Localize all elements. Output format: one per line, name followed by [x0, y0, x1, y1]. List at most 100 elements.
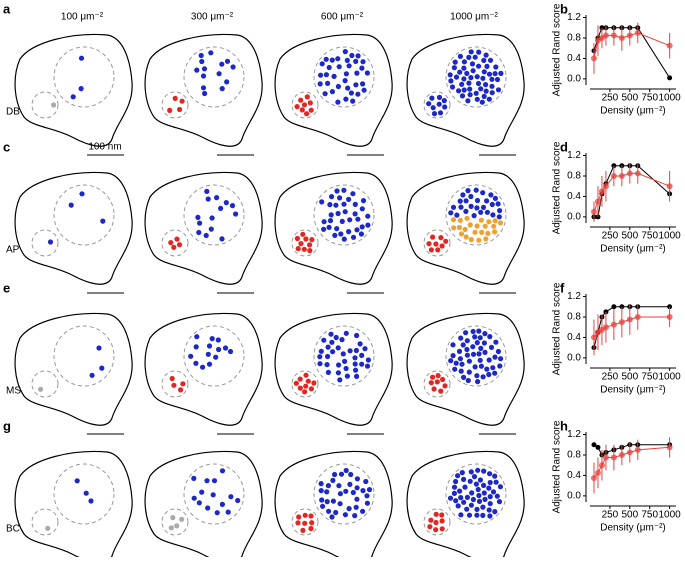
localization	[478, 345, 484, 351]
localization	[489, 83, 495, 89]
localization	[331, 73, 337, 79]
localization	[333, 202, 339, 208]
data-point	[590, 334, 597, 341]
localization	[205, 351, 211, 357]
row-label: DB	[6, 107, 20, 118]
localization	[344, 373, 350, 379]
localization	[473, 481, 479, 487]
localization	[487, 471, 493, 477]
localization	[487, 494, 493, 500]
localization	[309, 520, 315, 526]
localization	[435, 247, 441, 253]
localization	[439, 512, 445, 518]
localization	[468, 237, 474, 243]
localization	[465, 98, 471, 104]
localization	[354, 496, 360, 502]
localization	[325, 344, 331, 350]
localization	[497, 363, 503, 369]
localization	[303, 372, 309, 378]
column-header: 100 μm⁻²	[61, 12, 104, 23]
cluster-boundary	[291, 91, 319, 119]
localization	[336, 64, 342, 70]
localization	[323, 56, 329, 62]
localization	[482, 223, 488, 229]
y-tick-label: 0.4	[567, 53, 581, 64]
localization	[326, 224, 332, 230]
localization	[196, 500, 202, 506]
data-point	[626, 316, 633, 323]
panel-label: a	[3, 1, 11, 16]
localization	[466, 512, 473, 518]
localization	[485, 230, 491, 236]
localization	[327, 202, 333, 208]
localization	[359, 361, 365, 367]
localization	[433, 511, 439, 517]
localization	[193, 360, 199, 366]
localization	[204, 188, 210, 194]
localization	[458, 231, 465, 237]
localization	[461, 59, 467, 65]
localization	[343, 365, 349, 372]
localization	[496, 214, 502, 220]
localization	[328, 212, 334, 218]
localization	[218, 205, 224, 211]
localization	[196, 229, 202, 236]
localization	[219, 86, 225, 92]
localization	[434, 379, 440, 385]
data-point	[594, 198, 601, 205]
cell-outline	[14, 171, 133, 285]
localization	[464, 494, 470, 500]
localization	[461, 374, 467, 380]
cluster-boundary	[423, 370, 451, 398]
localization	[428, 247, 434, 253]
localization	[480, 75, 486, 81]
cell-panel	[14, 450, 133, 562]
localization	[492, 218, 498, 224]
localization	[481, 490, 487, 496]
localization	[332, 232, 338, 238]
cluster-boundary	[291, 229, 319, 257]
localization	[197, 220, 203, 226]
localization	[451, 65, 457, 71]
localization	[479, 99, 485, 105]
localization	[308, 386, 314, 392]
localization	[475, 486, 481, 493]
localization	[219, 468, 226, 474]
localization	[480, 504, 486, 510]
localization	[476, 498, 483, 504]
localization	[467, 86, 473, 92]
localization	[346, 196, 352, 202]
localization	[68, 202, 74, 208]
localization	[453, 478, 459, 485]
localization	[452, 366, 458, 372]
localization	[455, 503, 461, 509]
y-tick-label: 0.4	[567, 470, 581, 481]
localization	[208, 50, 214, 56]
localization	[329, 194, 335, 200]
cluster-boundary	[313, 325, 375, 387]
localization	[484, 198, 490, 204]
localization	[481, 340, 487, 346]
cluster-boundary	[423, 91, 451, 119]
localization	[490, 212, 496, 218]
localization	[427, 524, 433, 530]
localization	[486, 485, 492, 491]
localization	[302, 520, 308, 526]
localization	[466, 54, 472, 60]
localization	[476, 237, 482, 243]
localization	[468, 469, 474, 475]
data-point	[666, 313, 673, 320]
localization	[494, 76, 501, 83]
localization	[494, 493, 500, 499]
localization	[470, 328, 476, 335]
localization	[215, 337, 221, 343]
localization	[457, 69, 463, 75]
localization	[353, 367, 359, 373]
data-point	[666, 183, 673, 190]
localization	[452, 59, 458, 65]
localization	[346, 506, 352, 512]
localization	[364, 493, 370, 499]
localization	[450, 342, 456, 348]
localization	[472, 334, 478, 340]
